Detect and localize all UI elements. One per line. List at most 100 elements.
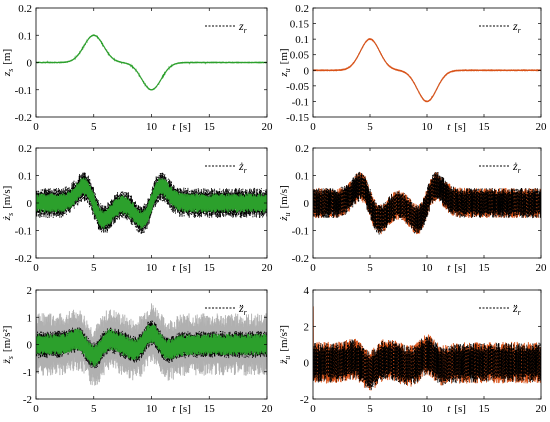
y-tick-label: 2 bbox=[27, 285, 33, 297]
legend: żr bbox=[205, 159, 248, 175]
x-tick-label: 20 bbox=[262, 262, 274, 274]
y-tick-label: 0 bbox=[27, 58, 33, 70]
y-tick-label: -2 bbox=[300, 394, 309, 406]
x-tick-label: 5 bbox=[91, 121, 97, 133]
y-tick-label: 0.1 bbox=[18, 171, 32, 183]
chart-panel-top-right: 0 5 10 15 20 0.2 0.15 0.1 0.05 0 -0.05 -0.1 -0.15 t [s… bbox=[278, 3, 547, 133]
x-axis-label: t [s] bbox=[447, 403, 466, 415]
x-tick-label: 20 bbox=[536, 121, 548, 133]
y-tick-label: -0.05 bbox=[286, 81, 309, 93]
y-axis-label: zu[m] bbox=[278, 48, 292, 77]
series-line-response bbox=[36, 34, 267, 91]
x-tick-label: 20 bbox=[262, 403, 274, 415]
y-tick-label: 0 bbox=[27, 340, 33, 352]
y-tick-label: -0.15 bbox=[286, 112, 309, 124]
y-tick-label: 2 bbox=[304, 321, 310, 333]
x-tick-label: 10 bbox=[422, 262, 434, 274]
x-tick-label: 0 bbox=[310, 121, 316, 133]
y-tick-label: 0.2 bbox=[18, 3, 32, 15]
y-tick-label: 1 bbox=[27, 312, 33, 324]
x-tick-label: 5 bbox=[91, 403, 97, 415]
x-tick-label: 15 bbox=[479, 403, 491, 415]
y-tick-label: -0.1 bbox=[292, 226, 309, 238]
series-line-other bbox=[36, 303, 267, 386]
x-tick-label: 10 bbox=[146, 403, 158, 415]
y-axis-label: z̈s[m/s²] bbox=[1, 326, 15, 365]
x-tick-label: 0 bbox=[33, 262, 39, 274]
chart-panel-top-left: 0 5 10 15 20 0.2 0.1 0 -0.1 -0.2 t [s] zs[m] zr bbox=[1, 3, 273, 133]
legend-label: z̈r bbox=[512, 301, 522, 317]
y-axis-label: z̈u[m/s²] bbox=[278, 325, 292, 365]
y-tick-label: 4 bbox=[304, 285, 310, 297]
y-tick-label: -0.1 bbox=[15, 85, 32, 97]
y-tick-label: 0.1 bbox=[18, 30, 32, 42]
x-tick-label: 20 bbox=[536, 403, 548, 415]
legend: zr bbox=[479, 19, 522, 35]
x-axis-label: t [s] bbox=[172, 262, 191, 274]
y-axis-label: żu[m/s] bbox=[278, 185, 292, 222]
y-tick-label: 0 bbox=[304, 358, 310, 370]
y-tick-label: -0.2 bbox=[15, 253, 32, 265]
x-tick-label: 20 bbox=[262, 121, 274, 133]
y-tick-label: 0.1 bbox=[295, 34, 309, 46]
x-tick-label: 15 bbox=[204, 403, 216, 415]
legend-label: żr bbox=[238, 159, 248, 175]
legend: z̈r bbox=[479, 301, 522, 317]
series-line-response bbox=[36, 177, 267, 230]
legend: zr bbox=[205, 19, 248, 35]
x-tick-label: 5 bbox=[91, 262, 97, 274]
y-tick-label: 0.2 bbox=[295, 143, 309, 155]
chart-panel-middle-left: 0 5 10 15 20 0.2 0.1 0 -0.1 -0.2 t [s] żs[m/s] żr bbox=[1, 143, 273, 274]
x-tick-label: 15 bbox=[204, 262, 216, 274]
y-tick-label: -0.1 bbox=[15, 226, 32, 238]
x-tick-label: 10 bbox=[422, 403, 434, 415]
legend: z̈r bbox=[205, 301, 248, 317]
series-line-response bbox=[313, 38, 541, 103]
y-axis-label: żs[m/s] bbox=[1, 186, 15, 222]
legend-label: żr bbox=[512, 159, 522, 175]
series-line-response bbox=[36, 324, 267, 367]
y-tick-label: -0.2 bbox=[292, 253, 309, 265]
x-tick-label: 5 bbox=[367, 403, 373, 415]
x-axis-label: t [s] bbox=[172, 403, 191, 415]
x-tick-label: 5 bbox=[367, 121, 373, 133]
y-tick-label: 0.15 bbox=[290, 19, 310, 31]
x-tick-label: 10 bbox=[146, 262, 158, 274]
y-tick-label: 0 bbox=[304, 198, 310, 210]
series-line-reference bbox=[36, 171, 267, 235]
x-tick-label: 15 bbox=[204, 121, 216, 133]
legend-label: zr bbox=[238, 19, 248, 35]
x-tick-label: 20 bbox=[536, 262, 548, 274]
x-tick-label: 10 bbox=[146, 121, 158, 133]
x-tick-label: 5 bbox=[367, 262, 373, 274]
x-tick-label: 0 bbox=[310, 262, 316, 274]
x-axis-label: t [s] bbox=[447, 262, 466, 274]
y-tick-label: -1 bbox=[23, 367, 32, 379]
y-tick-label: -0.1 bbox=[292, 96, 309, 108]
chart-panel-middle-right: 0 5 10 15 20 0.2 0.1 0 -0.1 -0.2 t [s] żu[m/s] żr bbox=[278, 143, 547, 274]
x-axis-label: t [s] bbox=[447, 121, 466, 133]
series-line-reference bbox=[313, 335, 541, 390]
y-axis-label: zs[m] bbox=[1, 49, 15, 77]
y-tick-label: -0.2 bbox=[15, 112, 32, 124]
y-tick-label: 0.1 bbox=[295, 171, 309, 183]
legend-label: zr bbox=[512, 19, 522, 35]
x-tick-label: 0 bbox=[33, 121, 39, 133]
legend-label: z̈r bbox=[238, 301, 248, 317]
legend: żr bbox=[479, 159, 522, 175]
y-tick-label: -2 bbox=[23, 394, 32, 406]
y-tick-label: 0 bbox=[27, 198, 33, 210]
y-tick-label: 0.05 bbox=[290, 50, 310, 62]
x-tick-label: 0 bbox=[33, 403, 39, 415]
x-tick-label: 0 bbox=[310, 403, 316, 415]
y-tick-label: 0 bbox=[304, 65, 310, 77]
x-tick-label: 10 bbox=[422, 121, 434, 133]
x-tick-label: 15 bbox=[479, 121, 491, 133]
series-line-reference bbox=[313, 171, 541, 235]
x-axis-label: t [s] bbox=[172, 121, 191, 133]
y-tick-label: 0.2 bbox=[18, 143, 32, 155]
y-tick-label: 0.2 bbox=[295, 3, 309, 15]
